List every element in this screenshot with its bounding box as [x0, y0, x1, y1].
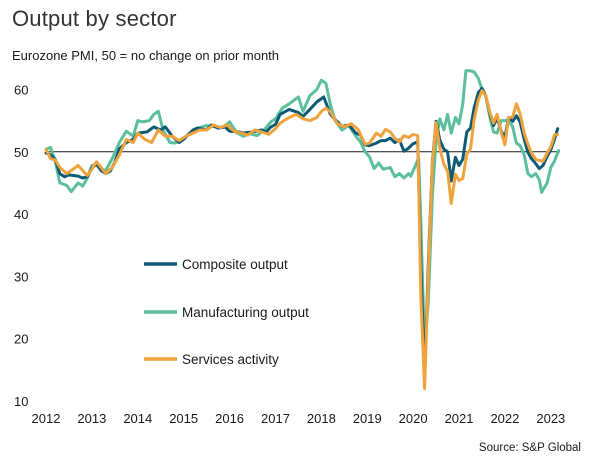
- source-note: Source: S&P Global: [478, 442, 581, 454]
- chart-subtitle: Eurozone PMI, 50 = no change on prior mo…: [12, 48, 280, 63]
- series-line-services: [44, 89, 560, 390]
- y-tick-label: 30: [14, 269, 28, 284]
- y-tick-label: 40: [14, 207, 28, 222]
- legend-label-composite: Composite output: [182, 257, 288, 272]
- axis-layer: 60 50 40 30 20 10 2012 2013 2014 2015 2016 2017 2018…: [14, 83, 565, 427]
- chart-title: Output by sector: [12, 6, 177, 31]
- x-tick-label: 2015: [169, 411, 198, 426]
- x-tick-label: 2021: [445, 411, 474, 426]
- y-tick-label: 10: [14, 394, 28, 409]
- y-tick-label: 50: [14, 145, 28, 160]
- x-tick-label: 2014: [123, 411, 152, 426]
- legend-label-services: Services activity: [182, 352, 279, 367]
- x-tick-label: 2016: [215, 411, 244, 426]
- y-tick-label: 60: [14, 83, 28, 98]
- x-tick-label: 2023: [536, 411, 565, 426]
- legend-label-manufacturing: Manufacturing output: [182, 305, 309, 320]
- x-tick-label: 2018: [307, 411, 336, 426]
- series-line-manufacturing: [44, 69, 561, 353]
- x-tick-label: 2020: [399, 411, 428, 426]
- x-tick-label: 2012: [32, 411, 61, 426]
- x-tick-label: 2019: [353, 411, 382, 426]
- y-tick-label: 20: [14, 332, 28, 347]
- x-tick-label: 2017: [261, 411, 290, 426]
- x-tick-label: 2022: [490, 411, 519, 426]
- series-line-composite: [44, 86, 560, 381]
- x-tick-label: 2013: [77, 411, 106, 426]
- series-layer: [44, 69, 561, 390]
- legend: Composite output Manufacturing output Serv…: [144, 257, 309, 367]
